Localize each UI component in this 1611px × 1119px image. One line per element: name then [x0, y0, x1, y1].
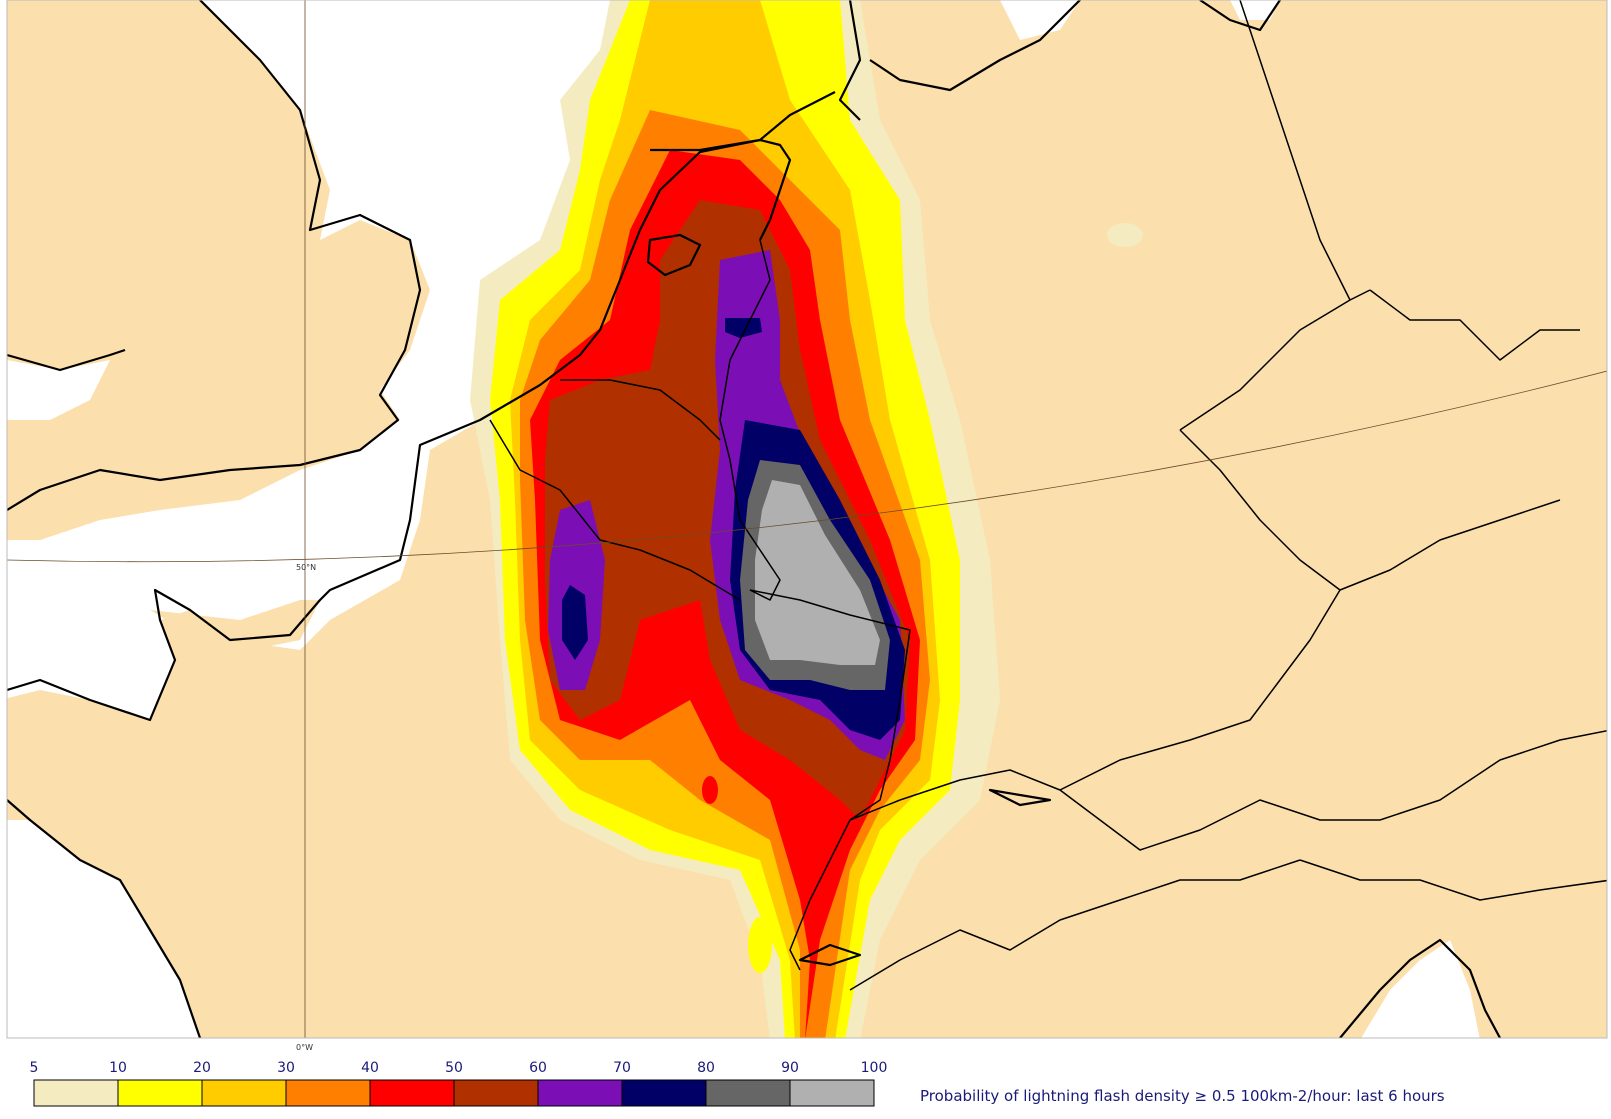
coastlines-and-borders — [7, 0, 1501, 1038]
coast-bristol — [7, 348, 126, 372]
coast-germany-baltic — [869, 0, 1081, 92]
national-borders — [489, 0, 1607, 991]
legend-swatch-80-90 — [705, 1079, 791, 1107]
legend-swatch-20-30 — [201, 1079, 287, 1107]
legend-swatch-60-70 — [537, 1079, 623, 1107]
land-denmark — [870, 0, 960, 80]
border-belgium-france — [489, 419, 741, 601]
graticule-label-lat: 50°N — [296, 563, 316, 572]
legend-tick-70: 70 — [613, 1060, 631, 1076]
legend-swatch-40-50 — [369, 1079, 455, 1107]
sea-bristol — [7, 360, 110, 420]
legend-tick-100: 100 — [861, 1060, 888, 1076]
legend-swatch-50-60 — [453, 1079, 539, 1107]
graticule-lat-50 — [7, 370, 1607, 563]
spot-yellow-east — [1107, 223, 1143, 247]
spot-yellow-south — [748, 917, 772, 973]
border-czech-poland — [1369, 289, 1580, 361]
sea-biscay — [7, 820, 200, 1038]
coast-great-britain — [7, 0, 422, 511]
legend-tick-60: 60 — [529, 1060, 547, 1076]
legend-swatch-30-40 — [285, 1079, 371, 1107]
map-frame — [6, 0, 1608, 1039]
coast-adriatic — [1339, 938, 1501, 1038]
legend-swatch-10-20 — [117, 1079, 203, 1107]
coast-denmark — [838, 0, 862, 121]
land-great-britain — [7, 0, 430, 540]
border-luxembourg — [729, 459, 781, 601]
band-90 — [755, 480, 880, 665]
border-czech-north — [1179, 299, 1351, 431]
band-70-north — [725, 318, 762, 338]
border-austria-east — [1379, 730, 1607, 821]
legend-swatch-5-10 — [33, 1079, 119, 1107]
border-slovenia — [1299, 859, 1607, 901]
probability-contours — [470, 0, 1143, 1038]
legend-tick-labels: 5 10 20 30 40 50 60 70 80 90 100 — [30, 1060, 888, 1076]
legend-tick-30: 30 — [277, 1060, 295, 1076]
land-normandy — [150, 600, 320, 650]
band-70-west — [562, 585, 588, 660]
legend-tick-90: 90 — [781, 1060, 799, 1076]
legend-tick-10: 10 — [109, 1060, 127, 1076]
border-switzerland — [849, 769, 1380, 851]
legend-tick-80: 80 — [697, 1060, 715, 1076]
coast-biscay — [7, 799, 202, 1038]
legend-swatch-90-100 — [789, 1079, 875, 1107]
sea-baltic — [1000, 0, 1080, 40]
border-germany-austria — [1059, 589, 1341, 791]
legend-tick-20: 20 — [193, 1060, 211, 1076]
coast-geneva-lake — [798, 943, 862, 967]
coast-netherlands — [650, 138, 792, 241]
coast-bodensee — [988, 788, 1052, 807]
legend-tick-40: 40 — [361, 1060, 379, 1076]
coast-france-north — [7, 91, 836, 722]
spot-red-south — [702, 776, 718, 804]
legend-tick-5: 5 — [30, 1060, 39, 1076]
border-germany-netherlands — [719, 239, 771, 461]
sea-baltic-2 — [1230, 0, 1280, 20]
legend-tick-50: 50 — [445, 1060, 463, 1076]
legend-swatches — [33, 1079, 875, 1107]
legend-caption: Probability of lightning flash density ≥… — [920, 1087, 1445, 1105]
border-switzerland-france — [789, 819, 851, 971]
coast-ijsselmeer — [646, 233, 702, 277]
border-italy-switzerland — [849, 859, 1301, 991]
coast-baltic-east — [1199, 0, 1281, 32]
graticule-label-lon: 0°W — [296, 1043, 313, 1052]
sea-adriatic — [1361, 940, 1480, 1038]
legend-swatch-70-80 — [621, 1079, 707, 1107]
border-germany-france — [749, 589, 911, 821]
border-belgium-netherlands — [560, 379, 721, 441]
